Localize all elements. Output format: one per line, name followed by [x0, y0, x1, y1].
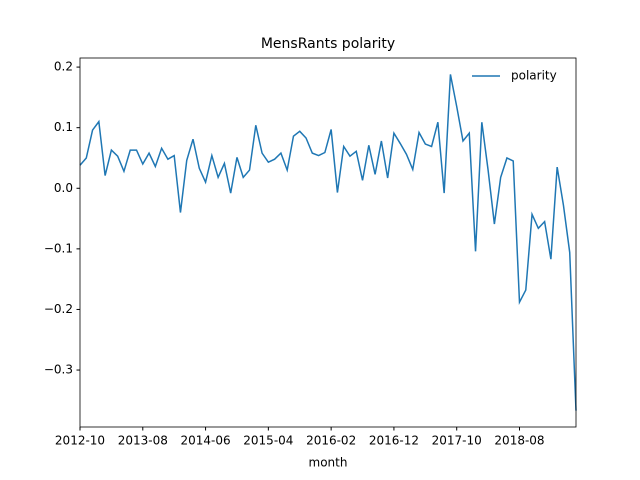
y-tick-label: −0.3 [44, 363, 73, 377]
plot-frame [79, 57, 577, 428]
x-tick-label: 2015-04 [243, 434, 293, 448]
x-tick-label: 2012-10 [55, 434, 105, 448]
x-tick-label: 2014-06 [180, 434, 230, 448]
x-tick-label: 2013-08 [118, 434, 168, 448]
line [79, 74, 577, 411]
x-tick-label: 2016-02 [306, 434, 356, 448]
y-tick-label: 0.2 [54, 60, 73, 74]
x-tick-label: 2016-12 [369, 434, 419, 448]
legend-label: polarity [511, 69, 557, 83]
y-tick-label: −0.2 [44, 302, 73, 316]
y-tick-label: −0.1 [44, 241, 73, 255]
x-tick-label: 2018-08 [494, 434, 544, 448]
y-tick-label: 0.0 [54, 181, 73, 195]
chart-title: MensRants polarity [261, 36, 395, 52]
x-tick-label: 2017-10 [432, 434, 482, 448]
x-axis-label: month [309, 456, 348, 470]
y-tick-label: 0.1 [54, 120, 73, 134]
